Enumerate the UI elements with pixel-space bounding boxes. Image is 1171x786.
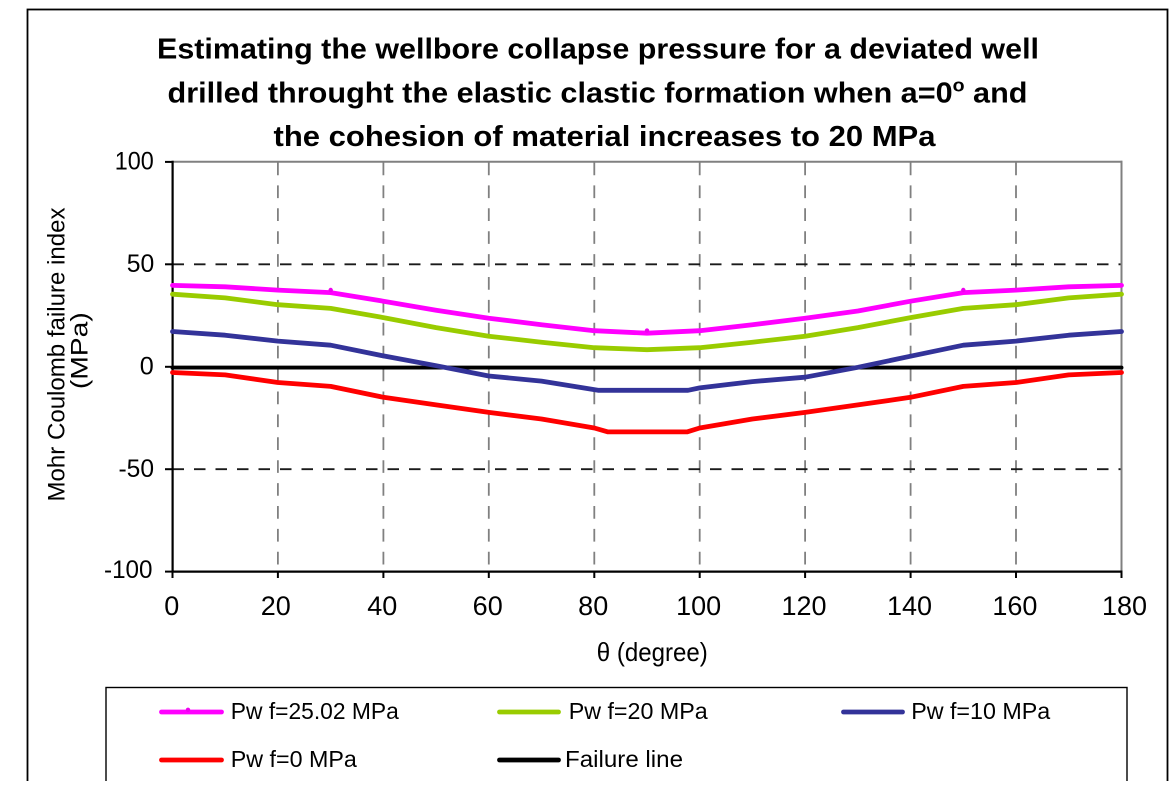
svg-text:Pw f=10 MPa: Pw f=10 MPa [911, 698, 1051, 724]
svg-text:0: 0 [164, 591, 179, 621]
svg-text:drilled throught the elastic c: drilled throught the elastic clastic for… [168, 74, 1028, 109]
svg-text:Mohr Coulomb failure index: Mohr Coulomb failure index [44, 208, 71, 502]
svg-text:Failure line: Failure line [565, 746, 683, 772]
svg-text:0: 0 [140, 352, 154, 380]
svg-text:Estimating the wellbore collap: Estimating the wellbore collapse pressur… [157, 34, 1039, 66]
svg-text:80: 80 [578, 591, 608, 621]
svg-text:120: 120 [781, 591, 826, 621]
svg-text:20: 20 [261, 591, 291, 621]
svg-text:60: 60 [473, 591, 503, 621]
svg-text:-50: -50 [119, 455, 155, 483]
svg-text:50: 50 [127, 250, 155, 278]
svg-text:160: 160 [992, 591, 1037, 621]
svg-text:100: 100 [115, 148, 154, 176]
svg-text:100: 100 [676, 591, 721, 621]
svg-text:(MPa): (MPa) [67, 312, 94, 389]
svg-text:the cohesion of material incre: the cohesion of material increases to 20… [274, 121, 937, 153]
svg-text:Pw f=0 MPa: Pw f=0 MPa [231, 746, 358, 772]
svg-text:θ (degree): θ (degree) [597, 637, 708, 667]
svg-text:Pw f=25.02 MPa: Pw f=25.02 MPa [231, 698, 400, 724]
svg-text:Pw f=20 MPa: Pw f=20 MPa [569, 698, 709, 724]
svg-text:-100: -100 [104, 556, 153, 584]
svg-text:140: 140 [887, 591, 932, 621]
svg-text:40: 40 [367, 591, 397, 621]
svg-text:180: 180 [1102, 591, 1147, 621]
